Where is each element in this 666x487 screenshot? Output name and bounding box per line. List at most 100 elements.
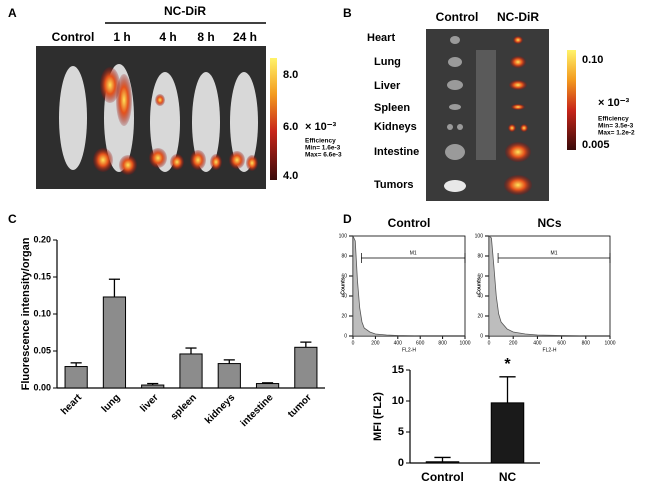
column-label: 1 h <box>113 30 130 44</box>
plot-title: Control <box>388 216 431 230</box>
efficiency-label: Min= 3.5e-3 <box>598 123 634 130</box>
bar <box>102 296 127 389</box>
x-tick-label: 600 <box>557 340 566 346</box>
x-tick-label: tumor <box>286 392 314 420</box>
y-tick-label: 20 <box>477 313 483 319</box>
y-tick-label: 15 <box>392 364 404 376</box>
organ-label: Kidneys <box>374 121 417 133</box>
x-tick-label: spleen <box>169 392 199 422</box>
column-label: 8 h <box>197 30 214 44</box>
x-tick-label: 800 <box>582 340 591 346</box>
x-tick-label: 1000 <box>604 340 615 346</box>
y-tick-label: 40 <box>477 293 483 299</box>
organ-label: Tumors <box>374 179 414 191</box>
scale-label: × 10⁻³ <box>305 121 337 133</box>
bar <box>64 366 88 389</box>
y-tick-label: 100 <box>475 233 484 239</box>
y-axis-label: Counts <box>340 277 346 294</box>
plot-frame <box>488 235 611 337</box>
y-tick-label: 0.00 <box>33 382 51 392</box>
x-tick-label: heart <box>59 392 85 418</box>
panel-label: B <box>343 6 352 20</box>
y-tick-label: 5 <box>398 426 404 438</box>
colorbar-label: 4.0 <box>283 170 298 182</box>
column-label: NC-DiR <box>497 10 539 24</box>
group-label: NC-DiR <box>164 4 206 18</box>
y-tick-label: 10 <box>392 395 404 407</box>
bar <box>179 353 203 389</box>
efficiency-label: Min= 1.6e-3 <box>305 145 341 152</box>
panel-label: A <box>8 6 17 20</box>
efficiency-label: Max= 1.2e-2 <box>598 130 635 137</box>
x-tick-label: 600 <box>416 340 425 346</box>
column-label: Control <box>52 30 95 44</box>
y-tick-label: 0 <box>398 457 404 469</box>
bar <box>217 363 241 389</box>
x-tick-label: kidneys <box>203 392 237 426</box>
y-axis-label: MFI (FL2) <box>372 392 384 441</box>
x-tick-label: 200 <box>371 340 380 346</box>
bar <box>255 383 280 389</box>
column-label: 4 h <box>159 30 176 44</box>
y-tick-label: 80 <box>477 253 483 259</box>
efficiency-label: Efficiency <box>305 138 336 145</box>
y-tick-label: 40 <box>341 293 347 299</box>
tray <box>476 50 496 160</box>
x-tick-label: lung <box>100 392 123 415</box>
y-tick-label: 80 <box>341 253 347 259</box>
panel-label: D <box>343 212 352 226</box>
x-tick-label: 800 <box>438 340 447 346</box>
x-tick-label: intestine <box>239 392 276 429</box>
panel-b: Control NC-DiR Heart Lung Liver Spleen K… <box>367 10 635 201</box>
column-label: 24 h <box>233 30 257 44</box>
bar <box>141 384 165 389</box>
x-tick-label: 0 <box>488 340 491 346</box>
y-tick-label: 100 <box>339 233 348 239</box>
x-tick-label: 400 <box>394 340 403 346</box>
colorbar <box>567 50 576 150</box>
bar <box>294 346 318 389</box>
y-tick-label: 60 <box>477 273 483 279</box>
histogram-area <box>488 235 610 337</box>
y-axis-label: Fluorescence intensity/organ <box>20 237 32 390</box>
x-tick-label: 200 <box>509 340 518 346</box>
y-tick-label: 20 <box>341 313 347 319</box>
y-tick-label: 0.10 <box>33 308 51 318</box>
y-tick-label: 0.05 <box>33 345 51 355</box>
bar <box>490 402 525 464</box>
column-label: Control <box>436 10 479 24</box>
y-tick-label: 0.20 <box>33 234 51 244</box>
colorbar-label: 0.005 <box>582 139 610 151</box>
colorbar-label: 6.0 <box>283 121 298 133</box>
y-axis-label: Counts <box>476 277 482 294</box>
x-tick-label: 0 <box>352 340 355 346</box>
nc-organs <box>504 36 532 195</box>
x-axis-label: FL2-H <box>402 347 416 353</box>
organ-label: Lung <box>374 56 401 68</box>
efficiency-label: Max= 6.6e-3 <box>305 152 342 159</box>
plot-title: NCs <box>537 216 561 230</box>
gate-label: M1 <box>410 250 417 256</box>
scale-label: × 10⁻³ <box>598 97 630 109</box>
organ-label: Heart <box>367 32 395 44</box>
bar <box>425 461 460 464</box>
panel-a: NC-DiR Control 1 h 4 h 8 h 24 h 8.0 6.0 … <box>36 4 342 189</box>
x-tick-label: 1000 <box>459 340 470 346</box>
colorbar-label: 0.10 <box>582 54 603 66</box>
organ-label: Intestine <box>374 146 419 158</box>
y-tick-label: 60 <box>341 273 347 279</box>
significance: * <box>504 356 511 373</box>
organ-label: Liver <box>374 80 401 92</box>
x-axis-label: FL2-H <box>543 347 557 353</box>
y-tick-label: 0 <box>480 333 483 339</box>
y-tick-label: 0.15 <box>33 271 51 281</box>
x-tick-label: 400 <box>533 340 542 346</box>
x-tick-label: Control <box>421 470 464 484</box>
histogram-area <box>352 235 465 337</box>
efficiency-label: Efficiency <box>598 116 629 123</box>
x-tick-label: liver <box>138 392 160 414</box>
panel-label: C <box>8 212 17 226</box>
control-organs <box>444 36 466 192</box>
x-tick-label: NC <box>499 470 517 484</box>
